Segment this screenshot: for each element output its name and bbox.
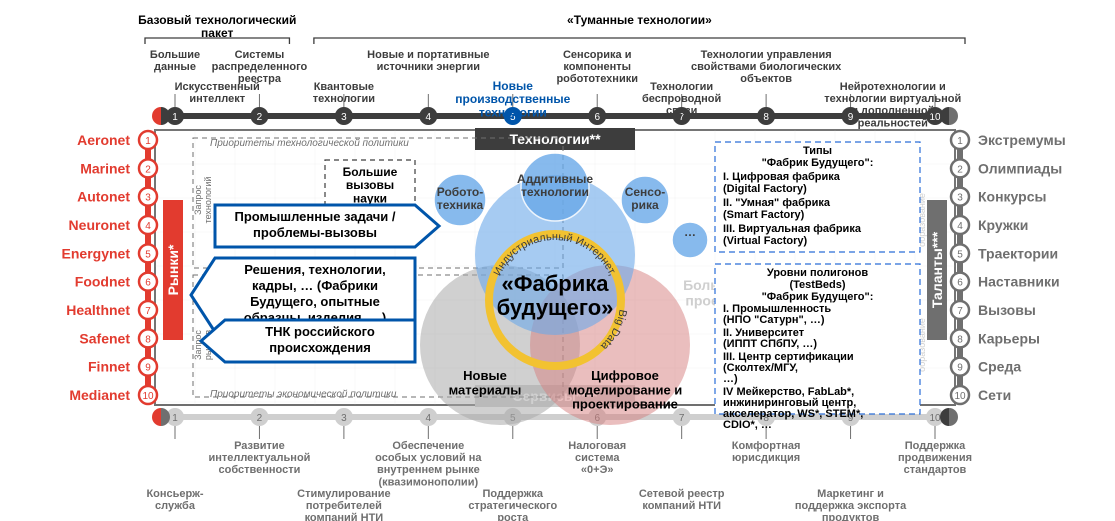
svg-text:Medianet: Medianet bbox=[69, 387, 130, 403]
svg-text:4: 4 bbox=[426, 413, 432, 424]
svg-text:1: 1 bbox=[957, 136, 963, 147]
svg-text:(ИППТ СПбПУ, …): (ИППТ СПбПУ, …) bbox=[723, 338, 817, 350]
svg-text:5: 5 bbox=[957, 249, 963, 260]
svg-text:6: 6 bbox=[594, 112, 600, 123]
svg-text:Большиеданные: Большиеданные bbox=[150, 49, 200, 73]
svg-text:4: 4 bbox=[145, 221, 151, 232]
svg-text:9: 9 bbox=[957, 363, 963, 374]
svg-text:CDIO*, …: CDIO*, … bbox=[723, 419, 772, 431]
svg-text:ТНК российского: ТНК российского bbox=[265, 324, 375, 339]
svg-text:Налоговаясистема«0+Э»: Налоговаясистема«0+Э» bbox=[568, 440, 626, 476]
svg-text:Приоритеты технологической пол: Приоритеты технологической политики bbox=[210, 138, 409, 149]
svg-text:Рынки*: Рынки* bbox=[165, 244, 181, 295]
svg-text:2: 2 bbox=[957, 164, 963, 175]
svg-text:Наставники: Наставники bbox=[978, 274, 1060, 290]
svg-text:10: 10 bbox=[954, 391, 966, 402]
svg-text:(НПО "Сатурн", …): (НПО "Сатурн", …) bbox=[723, 314, 825, 326]
svg-text:происхождения: происхождения bbox=[269, 340, 371, 355]
svg-text:5: 5 bbox=[145, 249, 151, 260]
svg-text:7: 7 bbox=[957, 306, 963, 317]
svg-text:Конкурсы: Конкурсы bbox=[978, 189, 1046, 205]
svg-text:(Virtual Factory): (Virtual Factory) bbox=[723, 235, 807, 247]
svg-text:Технологии**: Технологии** bbox=[509, 131, 601, 147]
svg-text:Таланты***: Таланты*** bbox=[929, 231, 945, 308]
svg-text:3: 3 bbox=[145, 193, 151, 204]
svg-text:III. Виртуальная фабрика: III. Виртуальная фабрика bbox=[723, 223, 862, 235]
svg-text:Экстремумы: Экстремумы bbox=[978, 132, 1066, 148]
svg-text:Healthnet: Healthnet bbox=[66, 302, 130, 318]
svg-text:Технологии управлениясвойствам: Технологии управлениясвойствами биологич… bbox=[691, 49, 842, 85]
svg-text:Консьерж-служба: Консьерж-служба bbox=[146, 488, 203, 512]
svg-text:4: 4 bbox=[426, 112, 432, 123]
svg-text:Energynet: Energynet bbox=[62, 245, 131, 261]
svg-text:…: … bbox=[684, 225, 696, 239]
svg-text:2: 2 bbox=[257, 413, 263, 424]
svg-text:3: 3 bbox=[957, 193, 963, 204]
svg-text:6: 6 bbox=[957, 278, 963, 289]
svg-text:Системыраспределенногореестра: Системыраспределенногореестра bbox=[212, 49, 308, 85]
svg-text:Квантовыетехнологии: Квантовыетехнологии bbox=[313, 81, 375, 105]
svg-text:Маркетинг иподдержка экспортап: Маркетинг иподдержка экспортапродуктов bbox=[795, 488, 907, 521]
svg-text:7: 7 bbox=[145, 306, 151, 317]
svg-text:8: 8 bbox=[145, 334, 151, 345]
svg-text:Робото-техника: Робото-техника bbox=[437, 185, 484, 212]
svg-text:1: 1 bbox=[145, 136, 151, 147]
svg-text:10: 10 bbox=[142, 391, 154, 402]
svg-text:Комфортнаяюрисдикция: Комфортнаяюрисдикция bbox=[732, 440, 801, 464]
svg-text:Технологиибеспроводнойсвязи: Технологиибеспроводнойсвязи bbox=[642, 81, 721, 117]
svg-text:Сенсорика икомпонентыробототех: Сенсорика икомпонентыробототехники bbox=[556, 49, 638, 85]
svg-text:Обеспечениеособых условий навн: Обеспечениеособых условий навнутреннем р… bbox=[375, 440, 482, 488]
svg-text:I. Цифровая фабрика: I. Цифровая фабрика bbox=[723, 171, 841, 183]
svg-text:Aeronet: Aeronet bbox=[77, 132, 130, 148]
svg-text:Развитиеинтеллектуальнойсобств: Развитиеинтеллектуальнойсобственности bbox=[208, 440, 310, 476]
svg-text:Neuronet: Neuronet bbox=[69, 217, 131, 233]
svg-text:«Фабрикабудущего»: «Фабрикабудущего» bbox=[497, 271, 614, 320]
svg-text:8: 8 bbox=[957, 334, 963, 345]
svg-text:Решения, технологии,: Решения, технологии, bbox=[244, 262, 385, 277]
svg-text:(Smart Factory): (Smart Factory) bbox=[723, 209, 805, 221]
svg-text:3: 3 bbox=[341, 112, 347, 123]
svg-text:…): …) bbox=[723, 373, 738, 385]
svg-text:Finnet: Finnet bbox=[88, 359, 130, 375]
svg-text:II. "Умная" фабрика: II. "Умная" фабрика bbox=[723, 197, 831, 209]
svg-text:9: 9 bbox=[145, 363, 151, 374]
svg-text:Поддержкапродвижениястандартов: Поддержкапродвижениястандартов bbox=[898, 440, 972, 476]
svg-text:Стимулированиепотребителейкомп: Стимулированиепотребителейкомпаний НТИ bbox=[297, 488, 391, 521]
svg-text:7: 7 bbox=[679, 413, 685, 424]
svg-text:Foodnet: Foodnet bbox=[75, 274, 131, 290]
svg-text:8: 8 bbox=[763, 112, 769, 123]
svg-text:Траектории: Траектории bbox=[978, 245, 1058, 261]
svg-text:Карьеры: Карьеры bbox=[978, 330, 1040, 346]
svg-text:«Туманные технологии»: «Туманные технологии» bbox=[567, 13, 712, 27]
svg-text:6: 6 bbox=[145, 278, 151, 289]
svg-text:проблемы-вызовы: проблемы-вызовы bbox=[253, 225, 377, 240]
svg-text:Safenet: Safenet bbox=[79, 330, 130, 346]
svg-text:(Digital Factory): (Digital Factory) bbox=[723, 183, 807, 195]
svg-text:3: 3 bbox=[341, 413, 347, 424]
svg-text:Олимпиады: Олимпиады bbox=[978, 160, 1062, 176]
svg-text:1: 1 bbox=[172, 413, 178, 424]
svg-text:Среда: Среда bbox=[978, 359, 1021, 375]
svg-text:Будущего, опытные: Будущего, опытные bbox=[250, 294, 380, 309]
svg-text:1: 1 bbox=[172, 112, 178, 123]
svg-text:Сети: Сети bbox=[978, 387, 1011, 403]
svg-text:Autonet: Autonet bbox=[77, 189, 130, 205]
svg-text:кадры, … (Фабрики: кадры, … (Фабрики bbox=[252, 278, 378, 293]
svg-text:2: 2 bbox=[145, 164, 151, 175]
svg-text:Кружки: Кружки bbox=[978, 217, 1028, 233]
svg-text:Базовый технологическийпакет: Базовый технологическийпакет bbox=[138, 13, 296, 40]
svg-text:Искусственныйинтеллект: Искусственныйинтеллект bbox=[175, 81, 260, 105]
svg-text:4: 4 bbox=[957, 221, 963, 232]
svg-text:Вызовы: Вызовы bbox=[978, 302, 1036, 318]
svg-text:Поддержкастратегическогороста: Поддержкастратегическогороста bbox=[468, 488, 557, 521]
svg-text:Промышленные задачи /: Промышленные задачи / bbox=[234, 209, 395, 224]
svg-text:Новые и портативныеисточники э: Новые и портативныеисточники энергии bbox=[367, 49, 489, 73]
svg-text:2: 2 bbox=[257, 112, 263, 123]
svg-text:Аддитивныетехнологии: Аддитивныетехнологии bbox=[517, 172, 593, 199]
svg-text:Приоритеты экономической полит: Приоритеты экономической политики bbox=[210, 389, 397, 400]
svg-text:Запростехнологий: Запростехнологий bbox=[193, 177, 213, 224]
svg-text:10: 10 bbox=[929, 413, 941, 424]
svg-text:Сетевой реестркомпаний НТИ: Сетевой реестркомпаний НТИ bbox=[639, 488, 725, 512]
svg-text:Marinet: Marinet bbox=[80, 160, 130, 176]
